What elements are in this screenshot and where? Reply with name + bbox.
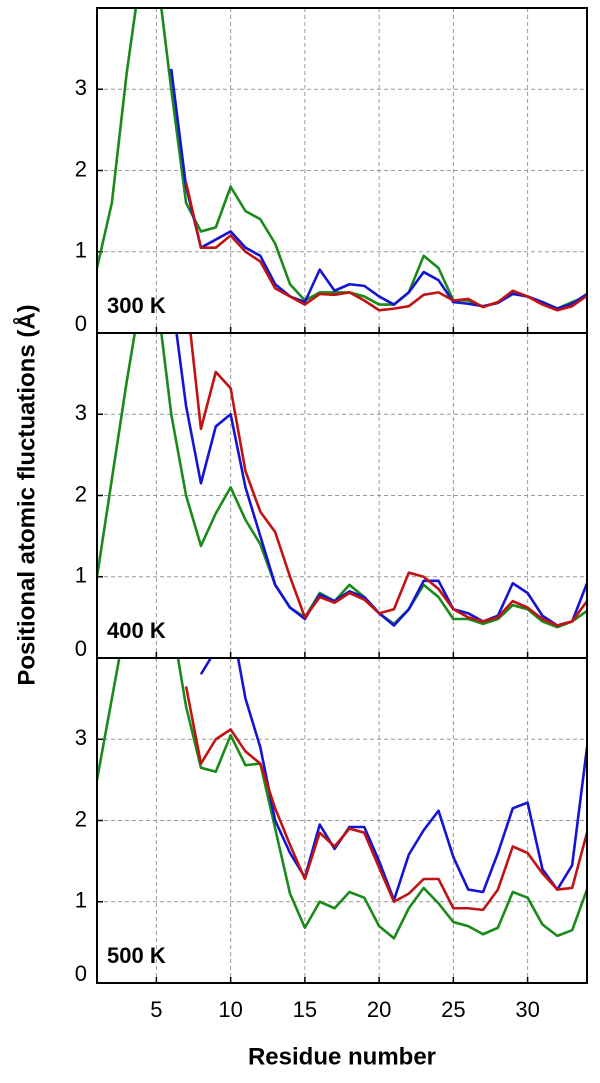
y-tick-label: 0	[75, 961, 87, 986]
y-tick-label: 0	[75, 311, 87, 336]
y-tick-label: 2	[75, 156, 87, 181]
x-axis-label: Residue number	[248, 1043, 436, 1070]
panel-frame	[96, 657, 588, 984]
x-tick-label: 20	[367, 997, 391, 1022]
series-line	[199, 658, 587, 902]
series-line	[169, 68, 587, 310]
series-line	[189, 333, 587, 627]
x-tick-label: 5	[150, 997, 162, 1022]
series-line	[97, 8, 587, 310]
y-tick-label: 3	[75, 725, 87, 750]
panel-label: 400 K	[107, 618, 166, 643]
series-line	[97, 333, 587, 629]
y-tick-label: 2	[75, 481, 87, 506]
y-tick-label: 3	[75, 400, 87, 425]
y-tick-label: 1	[75, 888, 87, 913]
y-tick-label: 1	[75, 238, 87, 263]
plot-area	[97, 8, 587, 312]
plot-area	[97, 658, 587, 940]
x-tick-label: 25	[441, 997, 465, 1022]
y-tick-label: 0	[75, 636, 87, 661]
x-tick-label: 10	[218, 997, 242, 1022]
series-line	[184, 686, 587, 912]
series-line	[184, 182, 587, 312]
x-tick-label: 30	[515, 997, 539, 1022]
y-tick-label: 3	[75, 75, 87, 100]
y-tick-label: 2	[75, 806, 87, 831]
panel-label: 500 K	[107, 943, 166, 968]
panel-label: 300 K	[107, 293, 166, 318]
series-line	[97, 658, 587, 940]
plot-area	[97, 333, 587, 629]
y-axis-label: Positional atomic fluctuations (Å)	[12, 304, 40, 685]
y-tick-label: 1	[75, 563, 87, 588]
x-tick-label: 15	[293, 997, 317, 1022]
